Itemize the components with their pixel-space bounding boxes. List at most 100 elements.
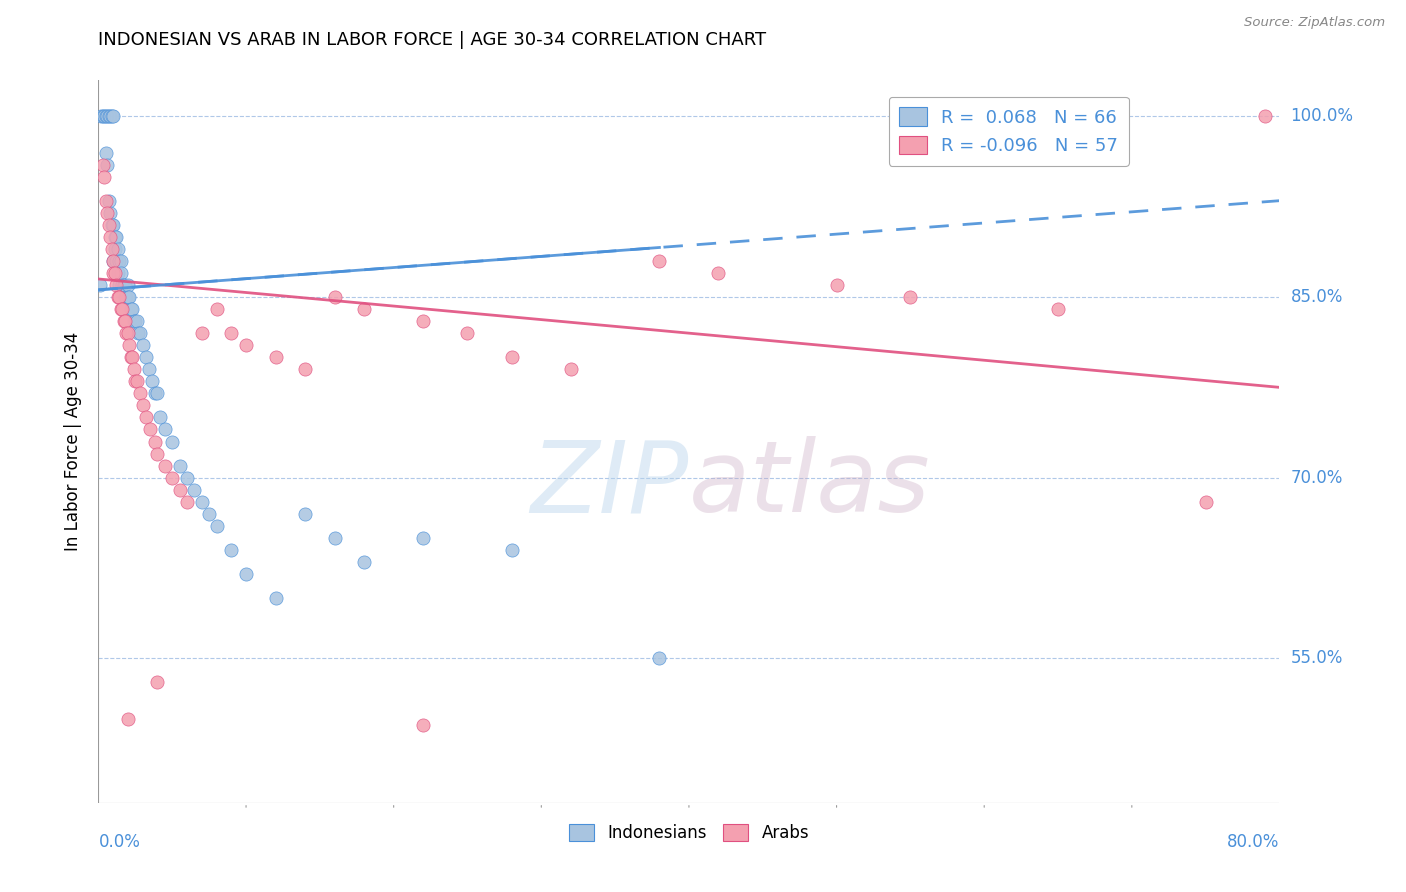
- Point: [149, 410, 172, 425]
- Point: [648, 651, 671, 665]
- Point: [96, 109, 118, 123]
- Point: [107, 266, 129, 280]
- Point: [94, 109, 117, 123]
- Legend: Indonesians, Arabs: Indonesians, Arabs: [562, 817, 815, 848]
- Point: [146, 447, 169, 461]
- Text: 0.0%: 0.0%: [98, 833, 141, 851]
- Point: [560, 362, 582, 376]
- Point: [707, 266, 730, 280]
- Y-axis label: In Labor Force | Age 30-34: In Labor Force | Age 30-34: [63, 332, 82, 551]
- Point: [91, 109, 114, 123]
- Text: 80.0%: 80.0%: [1227, 833, 1279, 851]
- Point: [105, 253, 128, 268]
- Point: [294, 362, 316, 376]
- Point: [323, 290, 346, 304]
- Text: INDONESIAN VS ARAB IN LABOR FORCE | AGE 30-34 CORRELATION CHART: INDONESIAN VS ARAB IN LABOR FORCE | AGE …: [98, 31, 766, 49]
- Text: 100.0%: 100.0%: [1291, 107, 1354, 126]
- Point: [110, 266, 132, 280]
- Point: [100, 109, 122, 123]
- Point: [103, 109, 125, 123]
- Point: [117, 712, 139, 726]
- Point: [128, 326, 150, 341]
- Point: [124, 375, 146, 389]
- Point: [114, 314, 136, 328]
- Point: [264, 591, 287, 606]
- Point: [118, 338, 141, 352]
- Text: Source: ZipAtlas.com: Source: ZipAtlas.com: [1244, 16, 1385, 29]
- Point: [97, 218, 120, 232]
- Point: [353, 555, 375, 569]
- Point: [501, 350, 523, 364]
- Point: [90, 109, 112, 123]
- Point: [117, 326, 139, 341]
- Point: [205, 301, 228, 317]
- Point: [153, 458, 176, 473]
- Point: [141, 375, 163, 389]
- Point: [353, 301, 375, 317]
- Point: [104, 230, 127, 244]
- Point: [135, 350, 157, 364]
- Point: [124, 314, 146, 328]
- Point: [111, 277, 134, 292]
- Point: [412, 531, 434, 545]
- Point: [93, 169, 115, 184]
- Text: atlas: atlas: [689, 436, 931, 533]
- Point: [96, 205, 118, 219]
- Point: [138, 362, 160, 376]
- Point: [114, 290, 136, 304]
- Point: [112, 314, 135, 328]
- Point: [120, 350, 142, 364]
- Point: [412, 717, 434, 731]
- Point: [103, 218, 125, 232]
- Point: [125, 314, 148, 328]
- Point: [108, 290, 131, 304]
- Point: [900, 290, 922, 304]
- Point: [94, 194, 117, 208]
- Point: [143, 386, 166, 401]
- Point: [103, 253, 125, 268]
- Point: [98, 109, 121, 123]
- Point: [205, 519, 228, 533]
- Point: [104, 242, 127, 256]
- Point: [1195, 494, 1218, 508]
- Point: [107, 242, 129, 256]
- Point: [117, 290, 139, 304]
- Text: 70.0%: 70.0%: [1291, 468, 1343, 487]
- Point: [98, 205, 121, 219]
- Point: [98, 230, 121, 244]
- Point: [105, 230, 128, 244]
- Point: [162, 434, 183, 449]
- Point: [132, 338, 155, 352]
- Point: [323, 531, 346, 545]
- Point: [176, 494, 198, 508]
- Point: [121, 301, 143, 317]
- Point: [94, 145, 117, 160]
- Point: [648, 253, 671, 268]
- Point: [114, 277, 136, 292]
- Point: [128, 386, 150, 401]
- Point: [412, 314, 434, 328]
- Point: [235, 338, 257, 352]
- Point: [162, 471, 183, 485]
- Point: [264, 350, 287, 364]
- Point: [108, 277, 131, 292]
- Point: [294, 507, 316, 521]
- Point: [97, 109, 120, 123]
- Point: [100, 242, 122, 256]
- Point: [115, 290, 138, 304]
- Point: [115, 326, 138, 341]
- Point: [135, 410, 157, 425]
- Point: [100, 218, 122, 232]
- Point: [146, 675, 169, 690]
- Point: [191, 494, 214, 508]
- Point: [121, 350, 143, 364]
- Point: [97, 194, 120, 208]
- Text: 55.0%: 55.0%: [1291, 649, 1343, 667]
- Point: [122, 314, 145, 328]
- Point: [235, 567, 257, 582]
- Point: [125, 375, 148, 389]
- Point: [118, 290, 141, 304]
- Point: [139, 423, 162, 437]
- Point: [501, 542, 523, 557]
- Point: [143, 434, 166, 449]
